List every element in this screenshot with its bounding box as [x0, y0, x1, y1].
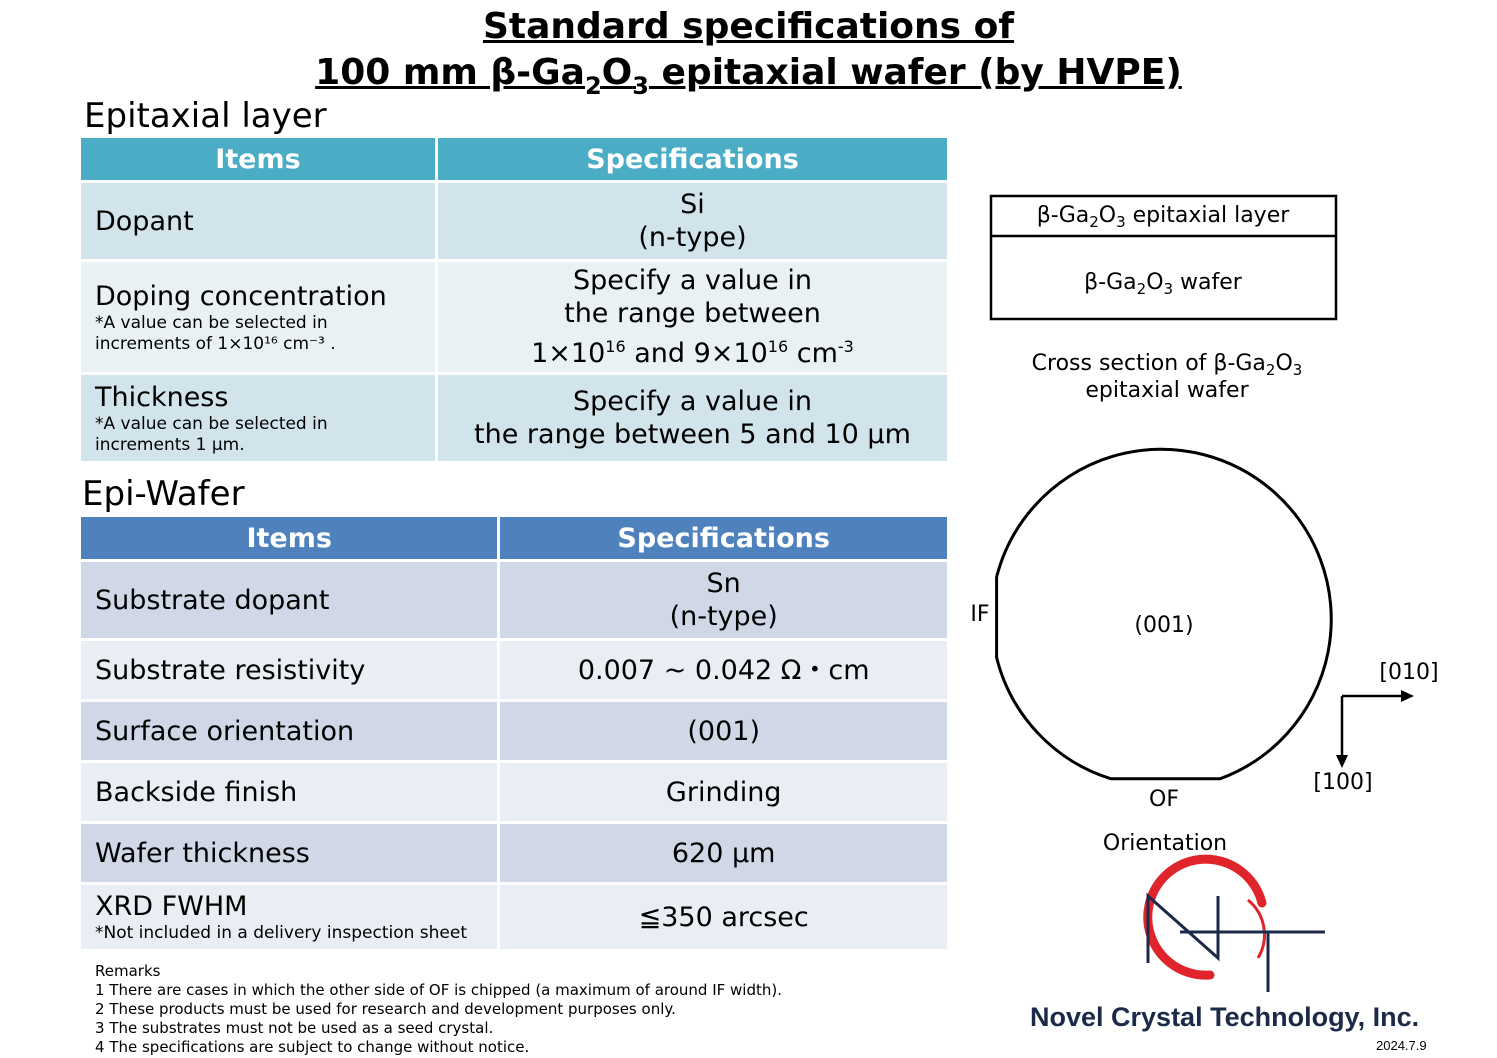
- epitaxial-layer-heading: Epitaxial layer: [84, 96, 327, 136]
- item-cell: Wafer thickness: [81, 824, 498, 882]
- col-header-specifications: Specifications: [500, 517, 947, 559]
- title-line-2: 100 mm β-Ga2O3 epitaxial wafer (by HVPE): [315, 52, 1182, 100]
- table-row: XRD FWHM *Not included in a delivery ins…: [81, 885, 947, 949]
- cross-section-caption-2: epitaxial wafer: [1085, 378, 1249, 403]
- item-cell: XRD FWHM *Not included in a delivery ins…: [81, 885, 498, 949]
- col-header-specifications: Specifications: [437, 138, 947, 180]
- spec-cell: Specify a value in the range between 5 a…: [437, 375, 947, 461]
- title-line-1: Standard specifications of: [482, 6, 1015, 47]
- spec-cell: 620 μm: [500, 824, 947, 882]
- cross-section-diagram: β-Ga2O3 epitaxial layer β-Ga2O3 wafer Cr…: [989, 194, 1338, 403]
- item-cell: Substrate dopant: [81, 562, 498, 638]
- remarks: Remarks 1 There are cases in which the o…: [95, 962, 782, 1057]
- document-date: 2024.7.9: [1376, 1038, 1427, 1053]
- spec-cell: 0.007 ~ 0.042 Ω・cm: [500, 641, 947, 699]
- remark-item: 3 The substrates must not be used as a s…: [95, 1019, 494, 1037]
- wafer-label: β-Ga2O3 wafer: [1084, 270, 1243, 298]
- page-title: Standard specifications of 100 mm β-Ga2O…: [0, 4, 1497, 109]
- remark-item: 1 There are cases in which the other sid…: [95, 981, 782, 999]
- epitaxial-layer-table: Items Specifications Dopant Si (n-type) …: [78, 135, 950, 464]
- table-row: Doping concentration *A value can be sel…: [81, 262, 947, 372]
- spec-cell: ≦350 arcsec: [500, 885, 947, 949]
- cross-section-caption-1: Cross section of β-Ga2O3: [1032, 351, 1303, 379]
- remark-item: 2 These products must be used for resear…: [95, 1000, 676, 1018]
- table-row: Backside finish Grinding: [81, 763, 947, 821]
- wafer-center-label: (001): [1134, 613, 1193, 638]
- item-cell: Dopant: [81, 183, 435, 259]
- remarks-heading: Remarks: [95, 962, 161, 980]
- item-cell: Backside finish: [81, 763, 498, 821]
- col-header-items: Items: [81, 517, 498, 559]
- company-name: Novel Crystal Technology, Inc.: [1030, 1002, 1420, 1032]
- table-row: Substrate dopant Sn (n-type): [81, 562, 947, 638]
- epi-wafer-heading: Epi-Wafer: [82, 474, 245, 514]
- item-cell: Surface orientation: [81, 702, 498, 760]
- table-row: Thickness *A value can be selected in in…: [81, 375, 947, 461]
- company-logo: [1143, 854, 1325, 992]
- if-label: IF: [970, 602, 989, 627]
- orientation-caption: Orientation: [1103, 831, 1227, 856]
- table-row: Dopant Si (n-type): [81, 183, 947, 259]
- table-row: Surface orientation (001): [81, 702, 947, 760]
- item-cell: Doping concentration *A value can be sel…: [81, 262, 435, 372]
- spec-cell: Sn (n-type): [500, 562, 947, 638]
- wafer-outline: [995, 447, 1333, 781]
- remark-item: 4 The specifications are subject to chan…: [95, 1038, 530, 1056]
- of-label: OF: [1149, 787, 1179, 812]
- spec-cell: Specify a value in the range between 1×1…: [437, 262, 947, 372]
- epitaxial-layer-label: β-Ga2O3 epitaxial layer: [1037, 203, 1291, 231]
- spec-cell: Grinding: [500, 763, 947, 821]
- col-header-items: Items: [81, 138, 435, 180]
- epi-wafer-table: Items Specifications Substrate dopant Sn…: [78, 514, 950, 952]
- spec-cell: (001): [500, 702, 947, 760]
- axis-100-label: [100]: [1313, 770, 1372, 795]
- axis-010-label: [010]: [1379, 660, 1438, 685]
- orientation-diagram: (001) IF OF [010] [100] Orientation: [970, 447, 1439, 856]
- item-cell: Substrate resistivity: [81, 641, 498, 699]
- arrow-right-icon: [1401, 690, 1414, 702]
- table-row: Wafer thickness 620 μm: [81, 824, 947, 882]
- arrow-down-icon: [1336, 755, 1348, 768]
- item-cell: Thickness *A value can be selected in in…: [81, 375, 435, 461]
- spec-cell: Si (n-type): [437, 183, 947, 259]
- table-row: Substrate resistivity 0.007 ~ 0.042 Ω・cm: [81, 641, 947, 699]
